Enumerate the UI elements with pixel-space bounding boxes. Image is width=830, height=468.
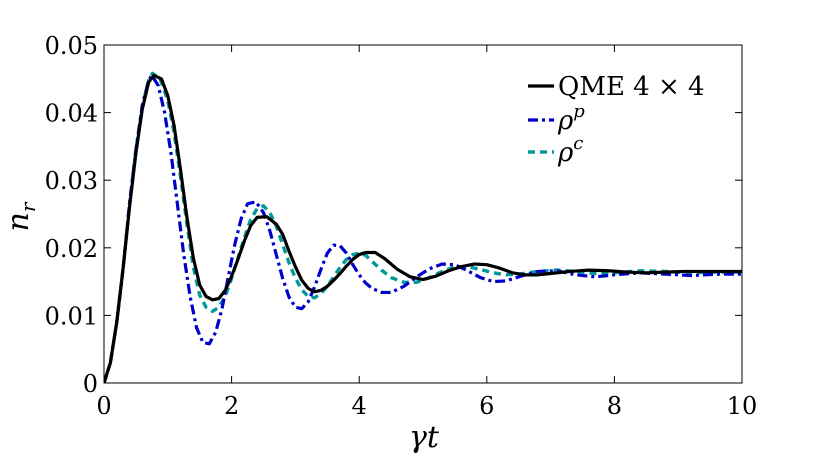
series-line-2 bbox=[104, 73, 742, 383]
x-tick-label: 4 bbox=[352, 392, 367, 420]
plot-area bbox=[104, 71, 742, 383]
x-axis-label: γt bbox=[409, 420, 440, 455]
y-tick-label: 0.01 bbox=[45, 302, 98, 330]
x-tick-label: 8 bbox=[607, 392, 622, 420]
legend-label-1: QME 4 × 4 bbox=[558, 72, 705, 102]
y-tick-label: 0.04 bbox=[45, 100, 98, 128]
plot-frame bbox=[103, 44, 743, 384]
x-tick-label: 0 bbox=[96, 392, 111, 420]
svg-text:nr: nr bbox=[1, 201, 40, 231]
legend-label-2: ρp bbox=[557, 101, 585, 136]
y-axis-label-main: n bbox=[1, 212, 36, 231]
series-line-3 bbox=[104, 71, 742, 383]
y-tick-label: 0.02 bbox=[45, 235, 98, 263]
x-tick-label: 2 bbox=[224, 392, 239, 420]
y-axis-label-sub: r bbox=[16, 201, 40, 212]
axes: 0 2 4 6 8 10 0 0.01 0.02 0.03 0.04 0.05 bbox=[45, 32, 758, 420]
x-tick-label: 6 bbox=[479, 392, 494, 420]
y-tick-label: 0.03 bbox=[45, 167, 98, 195]
y-axis-label: nr bbox=[1, 201, 40, 231]
series-line-1 bbox=[104, 73, 742, 383]
y-tick-label: 0.05 bbox=[45, 32, 98, 60]
x-tick-label: 10 bbox=[727, 392, 758, 420]
legend-label-3: ρc bbox=[557, 133, 583, 168]
y-tick-label: 0 bbox=[83, 370, 98, 398]
